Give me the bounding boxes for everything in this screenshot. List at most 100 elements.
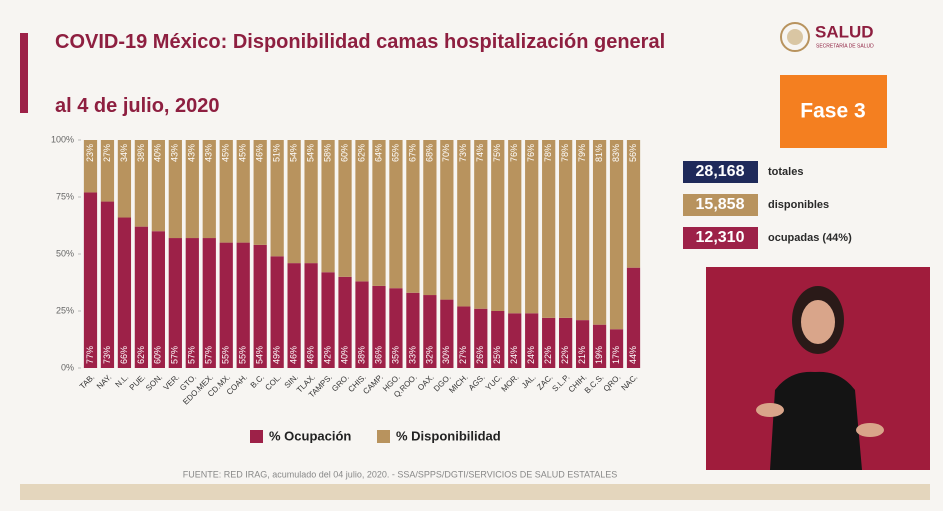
bar-segment bbox=[321, 272, 335, 368]
bar-segment bbox=[83, 140, 98, 193]
bar-segment bbox=[117, 217, 132, 368]
value-label: 22% bbox=[543, 346, 553, 364]
stat-value: 12,310 bbox=[696, 229, 745, 246]
bar-segment bbox=[168, 140, 182, 239]
value-label: 51% bbox=[272, 144, 282, 162]
value-label: 55% bbox=[221, 346, 231, 364]
footer-strip bbox=[20, 484, 930, 500]
stat-box bbox=[683, 161, 758, 183]
x-tick-label: COL. bbox=[263, 373, 283, 393]
legend-label: % Ocupación bbox=[269, 428, 351, 443]
bar-segment bbox=[185, 140, 199, 239]
value-label: 65% bbox=[390, 144, 400, 162]
bar-segment bbox=[609, 140, 624, 330]
bar-segment bbox=[134, 226, 149, 368]
bar-segment bbox=[219, 242, 233, 368]
stat-value: 15,858 bbox=[696, 196, 745, 213]
x-tick-label: JAL. bbox=[520, 373, 538, 391]
bar-segment bbox=[406, 140, 420, 293]
bar-segment bbox=[236, 140, 250, 243]
bar-segment bbox=[100, 140, 115, 202]
value-label: 46% bbox=[288, 346, 298, 364]
bar-segment bbox=[575, 320, 590, 368]
accent-bar bbox=[20, 33, 28, 113]
value-label: 68% bbox=[424, 144, 434, 162]
bar-segment bbox=[626, 140, 641, 268]
bar-segment bbox=[355, 140, 369, 282]
bar-segment bbox=[440, 299, 454, 368]
y-tick-label: 50% bbox=[56, 248, 74, 258]
stat-value: 28,168 bbox=[696, 163, 745, 180]
bar-segment bbox=[525, 313, 539, 368]
value-label: 43% bbox=[187, 144, 197, 162]
bar-segment bbox=[151, 140, 165, 232]
value-label: 74% bbox=[475, 144, 485, 162]
bar-segment bbox=[100, 201, 115, 368]
bar-segment bbox=[626, 267, 641, 368]
bar-segment bbox=[508, 313, 522, 368]
stat-box bbox=[683, 194, 758, 216]
value-label: 22% bbox=[560, 346, 570, 364]
value-label: 40% bbox=[339, 346, 349, 364]
bar-segment bbox=[168, 238, 182, 368]
stat-label: disponibles bbox=[768, 199, 829, 211]
bar-segment bbox=[355, 281, 369, 368]
y-tick-label: 0% bbox=[61, 362, 74, 372]
x-tick-label: B.C.S. bbox=[583, 373, 606, 396]
x-tick-label: B.C. bbox=[249, 373, 266, 390]
value-label: 38% bbox=[356, 346, 366, 364]
bar-segment bbox=[185, 238, 199, 368]
bar-segment bbox=[202, 140, 216, 239]
legend-swatch bbox=[250, 430, 263, 443]
value-label: 36% bbox=[373, 346, 383, 364]
x-tick-label: OAX. bbox=[416, 373, 436, 393]
bar-segment bbox=[592, 324, 607, 368]
value-label: 76% bbox=[509, 144, 519, 162]
value-label: 66% bbox=[119, 346, 129, 364]
y-tick-label: 100% bbox=[51, 134, 74, 144]
value-label: 30% bbox=[441, 346, 451, 364]
value-label: 57% bbox=[187, 346, 197, 364]
bar-segment bbox=[219, 140, 233, 243]
value-label: 54% bbox=[305, 144, 315, 162]
value-label: 67% bbox=[407, 144, 417, 162]
bar-segment bbox=[440, 140, 454, 300]
phase-box bbox=[780, 75, 887, 148]
bar-segment bbox=[559, 140, 573, 318]
value-label: 57% bbox=[170, 346, 180, 364]
value-label: 54% bbox=[255, 346, 265, 364]
value-label: 25% bbox=[492, 346, 502, 364]
value-label: 60% bbox=[339, 144, 349, 162]
value-label: 17% bbox=[611, 346, 621, 364]
value-label: 27% bbox=[458, 346, 468, 364]
value-label: 55% bbox=[238, 346, 248, 364]
value-label: 26% bbox=[475, 346, 485, 364]
y-tick-label: 25% bbox=[56, 305, 74, 315]
value-label: 40% bbox=[153, 144, 163, 162]
value-label: 62% bbox=[356, 144, 366, 162]
bar-segment bbox=[253, 244, 267, 368]
value-label: 75% bbox=[492, 144, 502, 162]
value-label: 42% bbox=[322, 346, 332, 364]
bar-segment bbox=[575, 140, 590, 321]
bar-segment bbox=[609, 329, 624, 368]
bar-segment bbox=[423, 295, 437, 368]
bar-segment bbox=[389, 140, 403, 289]
value-label: 24% bbox=[526, 346, 536, 364]
x-tick-label: NAY. bbox=[95, 373, 113, 391]
bar-segment bbox=[236, 242, 250, 368]
bar-segment bbox=[117, 140, 132, 218]
bar-segment bbox=[338, 276, 352, 368]
value-label: 46% bbox=[305, 346, 315, 364]
value-label: 76% bbox=[526, 144, 536, 162]
interpreter-body bbox=[770, 371, 862, 470]
value-label: 27% bbox=[102, 144, 112, 162]
value-label: 24% bbox=[509, 346, 519, 364]
chart-title: COVID-19 México: Disponibilidad camas ho… bbox=[55, 31, 666, 53]
bar-segment bbox=[304, 263, 318, 368]
bar-segment bbox=[270, 140, 284, 257]
logo-emblem-core bbox=[787, 29, 803, 45]
stat-label: totales bbox=[768, 166, 803, 178]
bar-segment bbox=[321, 140, 335, 273]
value-label: 54% bbox=[288, 144, 298, 162]
